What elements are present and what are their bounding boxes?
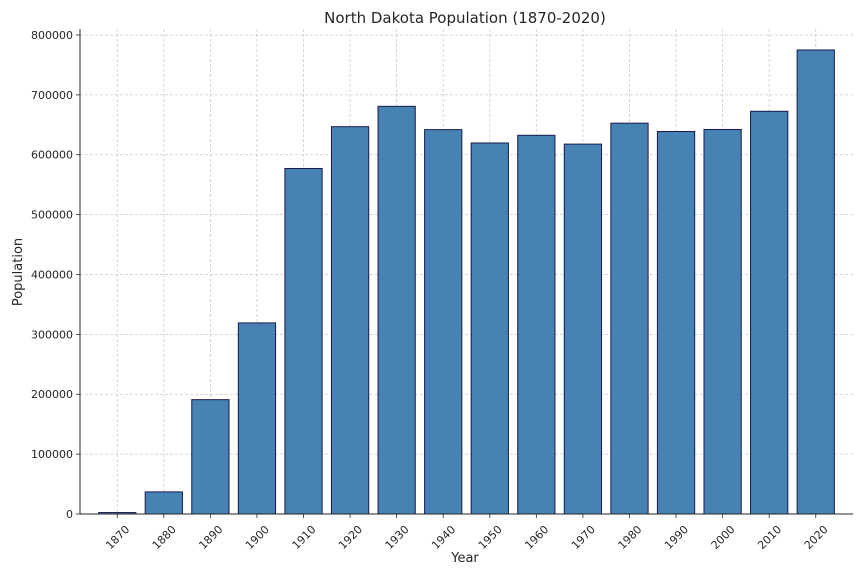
y-tick-label: 300000 — [31, 328, 73, 341]
x-tick-label: 1880 — [150, 523, 179, 552]
y-ticks: 0 100000 200000 300000 400000 500000 600000 700… — [31, 29, 80, 521]
bar-2020 — [796, 49, 835, 515]
x-tick-label: 1960 — [522, 523, 551, 552]
x-tick-label: 1920 — [336, 523, 365, 552]
axes — [79, 29, 853, 515]
bar-1940 — [424, 129, 463, 515]
bar-1900 — [237, 322, 277, 515]
x-ticks: 1870 1880 1890 1900 1910 1920 1930 1940 1950 1960… — [103, 514, 831, 552]
bar-1960 — [517, 134, 556, 515]
y-axis-label: Population — [11, 238, 26, 306]
y-tick-label: 100000 — [31, 448, 73, 461]
x-tick-label: 2020 — [802, 523, 831, 552]
x-tick-label: 1930 — [383, 523, 412, 552]
y-tick-label: 700000 — [31, 89, 73, 102]
bar-1970 — [563, 143, 603, 515]
y-tick-label: 200000 — [31, 388, 73, 401]
bar-1880 — [144, 491, 183, 515]
x-tick-label: 2000 — [709, 523, 738, 552]
x-tick-label: 1890 — [196, 523, 225, 552]
y-tick-label: 400000 — [31, 268, 73, 281]
x-tick-label: 1900 — [243, 523, 272, 552]
x-tick-label: 1980 — [616, 523, 645, 552]
y-tick-label: 600000 — [31, 149, 73, 162]
x-axis-label: Year — [450, 551, 479, 566]
x-tick-label: 1970 — [569, 523, 598, 552]
bar-2010 — [750, 110, 789, 515]
bar-1980 — [610, 122, 649, 515]
bar-1910 — [284, 167, 323, 515]
bar-2000 — [703, 128, 742, 515]
bar-1930 — [377, 105, 416, 515]
x-tick-label: 1870 — [103, 523, 132, 552]
y-tick-label: 500000 — [31, 209, 73, 222]
bar-1950 — [470, 142, 509, 515]
y-tick-label: 800000 — [31, 29, 73, 42]
y-tick-label: 0 — [66, 508, 73, 521]
bar-1920 — [330, 126, 370, 515]
x-tick-label: 1990 — [662, 523, 691, 552]
bar-1990 — [656, 131, 696, 515]
bar-1890 — [191, 399, 230, 515]
x-tick-label: 2010 — [755, 523, 784, 552]
x-tick-label: 1910 — [290, 523, 319, 552]
x-tick-label: 1950 — [476, 523, 505, 552]
x-tick-label: 1940 — [429, 523, 458, 552]
bars — [98, 49, 835, 515]
chart-title: North Dakota Population (1870-2020) — [324, 9, 606, 27]
